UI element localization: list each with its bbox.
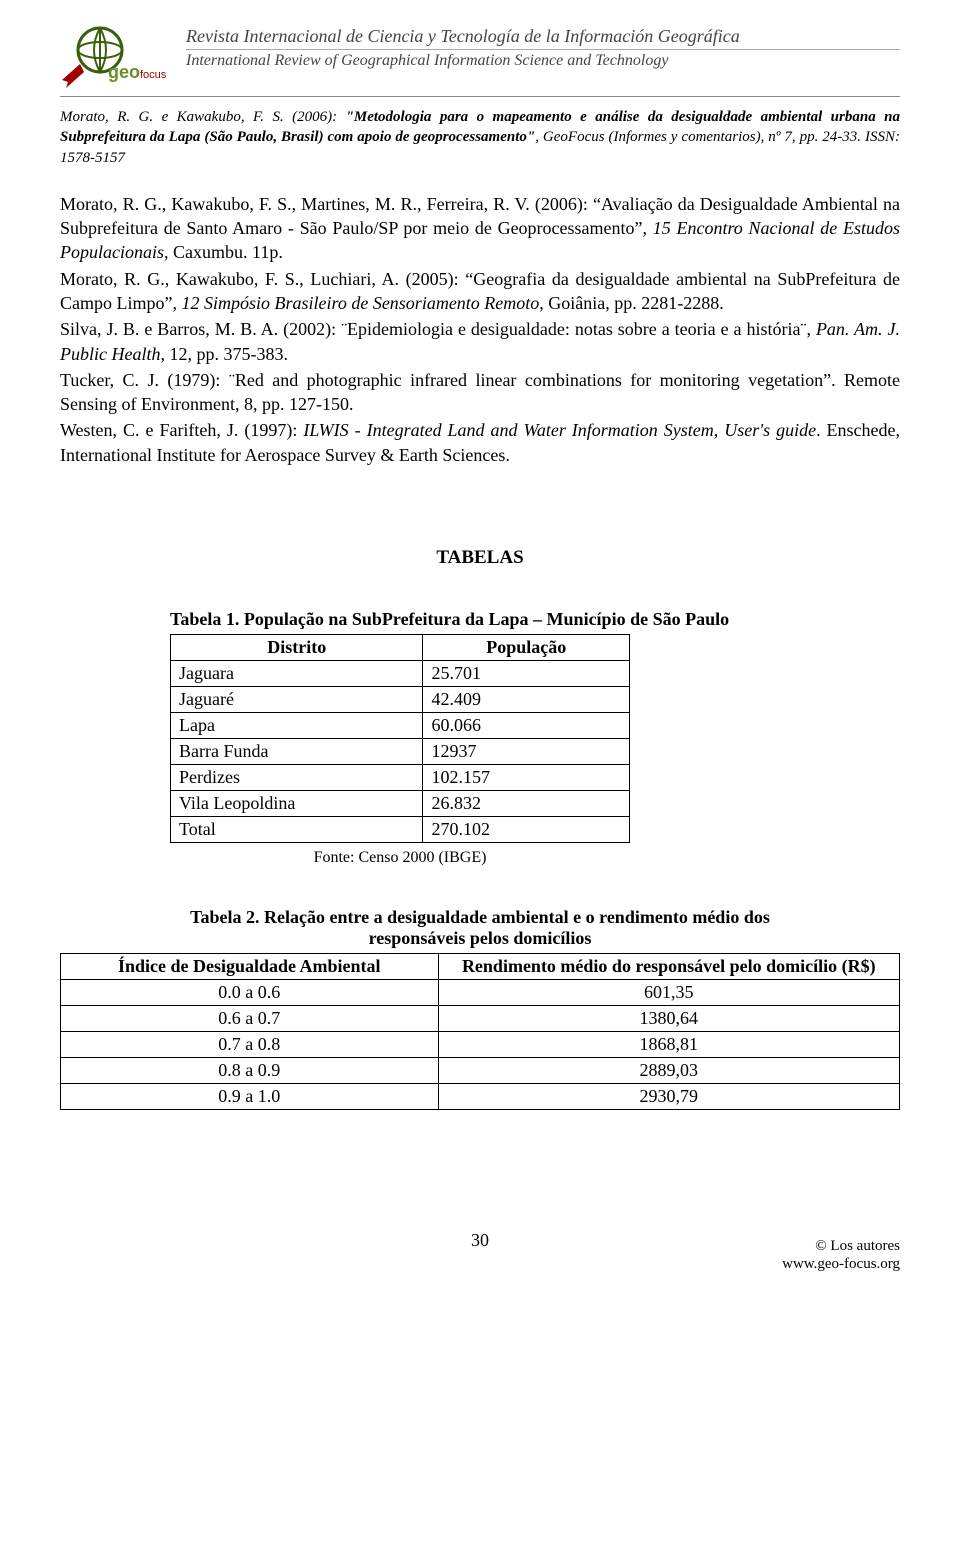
- table-row: 0.0 a 0.6601,35: [61, 980, 900, 1006]
- cell: 102.157: [423, 765, 630, 791]
- cell: 601,35: [438, 980, 899, 1006]
- reference-entry: Morato, R. G., Kawakubo, F. S., Luchiari…: [60, 267, 900, 316]
- cell: 270.102: [423, 817, 630, 843]
- cell: 0.0 a 0.6: [61, 980, 439, 1006]
- table-row: Lapa60.066: [171, 713, 630, 739]
- cell: 0.9 a 1.0: [61, 1084, 439, 1110]
- table-row: 0.8 a 0.92889,03: [61, 1058, 900, 1084]
- cell: 42.409: [423, 687, 630, 713]
- journal-titles: Revista Internacional de Ciencia y Tecno…: [186, 20, 900, 70]
- journal-title-es: Revista Internacional de Ciencia y Tecno…: [186, 26, 900, 50]
- table-row: 0.9 a 1.02930,79: [61, 1084, 900, 1110]
- cell: Jaguaré: [171, 687, 423, 713]
- reference-entry: Morato, R. G., Kawakubo, F. S., Martines…: [60, 192, 900, 265]
- footer-right: © Los autores www.geo-focus.org: [782, 1237, 900, 1273]
- table1-col-distrito: Distrito: [171, 635, 423, 661]
- cell: 26.832: [423, 791, 630, 817]
- page-number: 30: [60, 1230, 900, 1251]
- journal-header: geo focus Revista Internacional de Cienc…: [60, 20, 900, 97]
- cell: 1380,64: [438, 1006, 899, 1032]
- cell: 2930,79: [438, 1084, 899, 1110]
- table2-col-income: Rendimento médio do responsável pelo dom…: [438, 954, 899, 980]
- table-row: Barra Funda12937: [171, 739, 630, 765]
- table-row: Total270.102: [171, 817, 630, 843]
- cell: 0.8 a 0.9: [61, 1058, 439, 1084]
- cell: 1868,81: [438, 1032, 899, 1058]
- table-row: Vila Leopoldina26.832: [171, 791, 630, 817]
- cell: 25.701: [423, 661, 630, 687]
- table1-source: Fonte: Censo 2000 (IBGE): [170, 849, 630, 867]
- cell: 0.6 a 0.7: [61, 1006, 439, 1032]
- cell: 2889,03: [438, 1058, 899, 1084]
- table1-col-populacao: População: [423, 635, 630, 661]
- cell: Vila Leopoldina: [171, 791, 423, 817]
- table2: Índice de Desigualdade Ambiental Rendime…: [60, 953, 900, 1110]
- table2-caption: Tabela 2. Relação entre a desigualdade a…: [60, 907, 900, 949]
- geofocus-logo: geo focus: [60, 20, 170, 90]
- cell: Total: [171, 817, 423, 843]
- svg-text:focus: focus: [140, 69, 167, 81]
- cell: Barra Funda: [171, 739, 423, 765]
- footer-url: www.geo-focus.org: [782, 1255, 900, 1273]
- cell: 60.066: [423, 713, 630, 739]
- reference-entry: Tucker, C. J. (1979): ¨Red and photograp…: [60, 368, 900, 417]
- table2-caption-line1: Tabela 2. Relação entre a desigualdade a…: [190, 907, 770, 927]
- cell: 0.7 a 0.8: [61, 1032, 439, 1058]
- table2-caption-line2: responsáveis pelos domicílios: [369, 928, 592, 948]
- reference-entry: Silva, J. B. e Barros, M. B. A. (2002): …: [60, 317, 900, 366]
- table-row: 0.6 a 0.71380,64: [61, 1006, 900, 1032]
- table-row: Jaguaré42.409: [171, 687, 630, 713]
- cell: Lapa: [171, 713, 423, 739]
- reference-entry: Westen, C. e Farifteh, J. (1997): ILWIS …: [60, 418, 900, 467]
- table-row: 0.7 a 0.81868,81: [61, 1032, 900, 1058]
- table-header-row: Índice de Desigualdade Ambiental Rendime…: [61, 954, 900, 980]
- table-row: Jaguara25.701: [171, 661, 630, 687]
- cell: 12937: [423, 739, 630, 765]
- running-citation: Morato, R. G. e Kawakubo, F. S. (2006): …: [60, 107, 900, 168]
- references-block: Morato, R. G., Kawakubo, F. S., Martines…: [60, 192, 900, 467]
- citation-authors: Morato, R. G. e Kawakubo, F. S. (2006):: [60, 109, 346, 125]
- tables-heading: TABELAS: [60, 547, 900, 569]
- table-row: Perdizes102.157: [171, 765, 630, 791]
- table1-caption: Tabela 1. População na SubPrefeitura da …: [170, 609, 900, 630]
- table-header-row: Distrito População: [171, 635, 630, 661]
- journal-title-en: International Review of Geographical Inf…: [186, 52, 900, 70]
- cell: Perdizes: [171, 765, 423, 791]
- table1: Distrito População Jaguara25.701 Jaguaré…: [170, 634, 630, 843]
- table2-col-index: Índice de Desigualdade Ambiental: [61, 954, 439, 980]
- svg-text:geo: geo: [108, 62, 140, 82]
- footer-copyright: © Los autores: [782, 1237, 900, 1255]
- cell: Jaguara: [171, 661, 423, 687]
